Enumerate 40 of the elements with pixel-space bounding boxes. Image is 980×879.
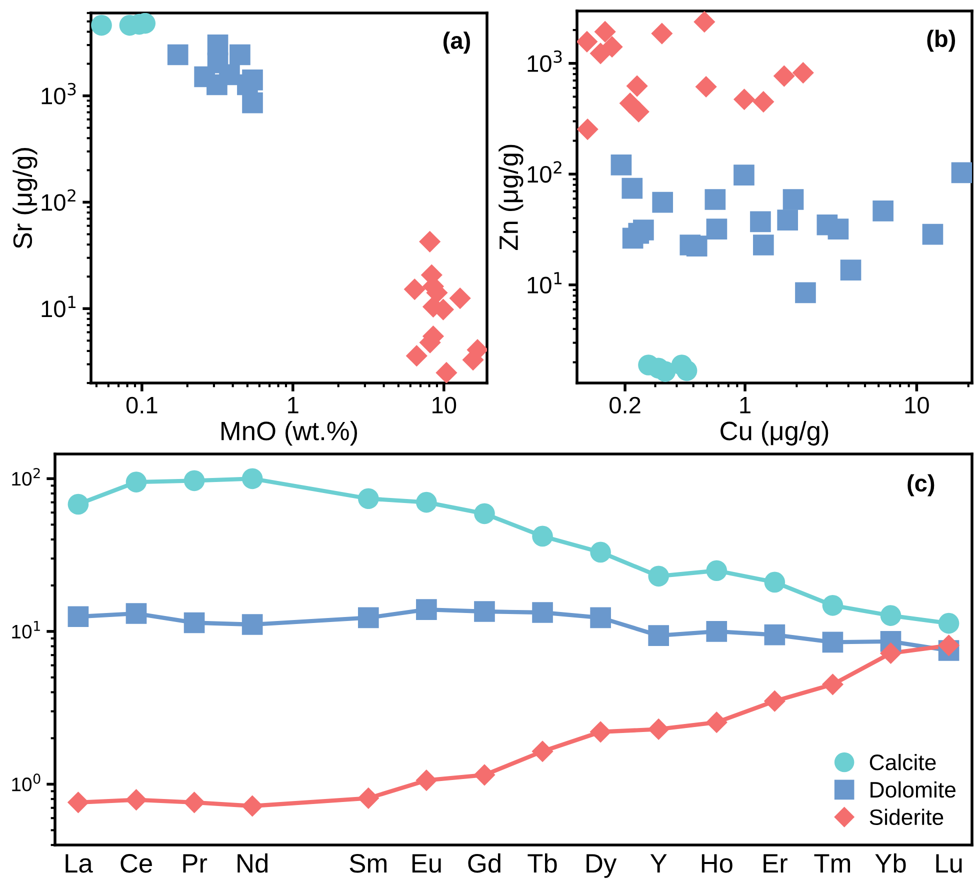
- x-tick-label: Ce: [120, 854, 152, 873]
- x-tick-label: Sm: [350, 854, 386, 873]
- x-tick-label: Gd: [468, 853, 500, 873]
- legend-label: Dolomite: [870, 781, 956, 798]
- x-tick-label: Tb: [528, 853, 557, 873]
- x-tick-label: Nd: [238, 853, 268, 873]
- x-tick-label: Lu: [936, 854, 962, 873]
- x-tick-label: 0.1: [126, 396, 158, 414]
- x-tick-label: 1: [288, 397, 298, 414]
- x-tick-label: 0.2: [610, 396, 640, 414]
- x-tick-label: Pr: [183, 854, 208, 872]
- y-tick-label: 10$^{1}$: [42, 296, 76, 318]
- y-tick-label: 10$^{1}$: [528, 272, 562, 294]
- y-axis-title: Sr (μg/g): [12, 148, 38, 248]
- y-tick-label: 10$^{3}$: [528, 50, 562, 72]
- y-tick-label: 10$^{3}$: [42, 82, 76, 104]
- y-tick-label: 10$^{2}$: [42, 189, 76, 211]
- y-tick-label: 10$^{2}$: [528, 161, 562, 183]
- annotation: (b): [927, 30, 956, 52]
- x-tick-label: 1: [740, 397, 750, 414]
- y-tick-label: 10$^{0}$: [12, 774, 40, 792]
- x-axis-title: MnO (wt.%): [222, 420, 357, 446]
- x-tick-label: Ho: [702, 854, 732, 873]
- legend-label: Siderite: [870, 808, 944, 826]
- x-tick-label: Tm: [814, 854, 850, 872]
- x-tick-label: Dy: [586, 854, 617, 878]
- x-axis-title: Cu (μg/g): [720, 420, 828, 446]
- x-tick-label: Eu: [412, 854, 441, 873]
- x-tick-label: 10: [905, 396, 929, 414]
- y-tick-label: 10$^{1}$: [12, 620, 40, 639]
- x-tick-label: Y: [650, 854, 667, 872]
- annotation: (a): [443, 32, 470, 54]
- x-tick-label: Yb: [875, 853, 906, 873]
- legend-label: Calcite: [870, 754, 936, 770]
- annotation: (c): [908, 474, 934, 496]
- x-tick-label: 10: [432, 396, 456, 414]
- x-tick-label: La: [66, 854, 93, 873]
- y-axis-title: Zn (μg/g): [498, 144, 524, 250]
- x-tick-label: Er: [764, 854, 788, 872]
- y-tick-label: 10$^{2}$: [12, 468, 40, 486]
